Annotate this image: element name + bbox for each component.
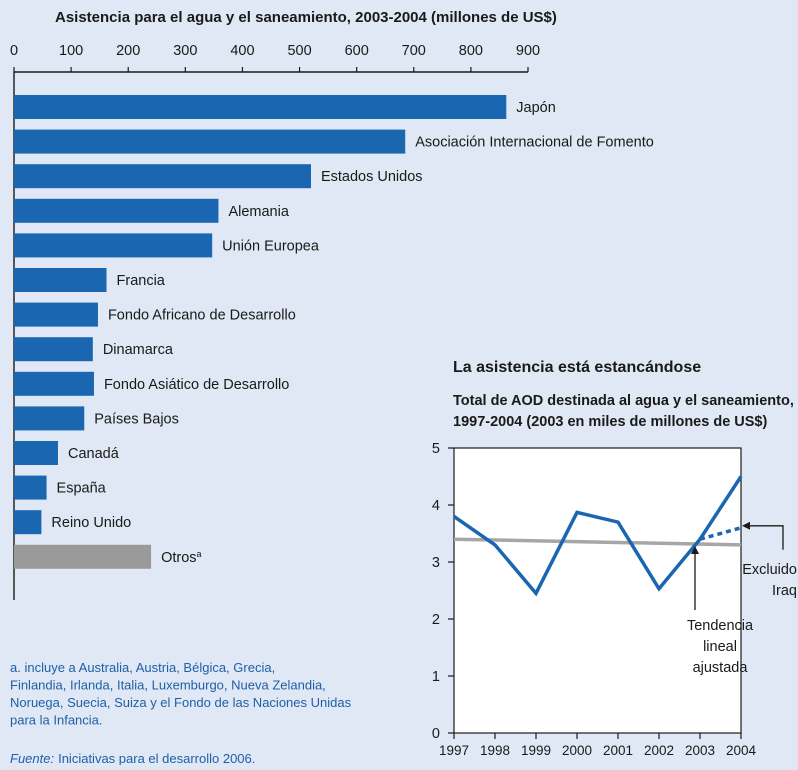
bar-category-label: Reino Unido [51, 515, 131, 531]
footnote-line: Finlandia, Irlanda, Italia, Luxemburgo, … [10, 678, 326, 693]
bar-x-tick-label: 800 [459, 43, 483, 59]
bar-category-text: Unión Europea [222, 238, 320, 254]
trend-annotation: lineal [703, 639, 737, 655]
bar-x-tick-label: 300 [173, 43, 197, 59]
line-x-tick-label: 2002 [644, 743, 674, 758]
line-y-tick-label: 2 [432, 612, 440, 628]
bar [14, 302, 98, 327]
trend-arrowhead [691, 545, 699, 554]
bar [14, 544, 152, 569]
excluding-iraq-leader [747, 525, 784, 550]
bar-category-text: Reino Unido [51, 515, 131, 531]
line-x-tick-label: 1997 [439, 743, 469, 758]
bar-category-label: Alemania [228, 204, 289, 220]
bar [14, 233, 213, 258]
bar-category-text: Estados Unidos [321, 169, 423, 185]
line-chart: La asistencia está estancándose Total de… [432, 359, 797, 758]
bar-category-label: España [57, 481, 107, 497]
bar-category-label: Países Bajos [94, 411, 179, 427]
bar-x-tick-label: 600 [345, 43, 369, 59]
excluding-iraq-annotation: Excluido [742, 562, 797, 578]
line-x-tick-label: 2001 [603, 743, 633, 758]
bar-x-tick-label: 900 [516, 43, 540, 59]
bar-chart-title: Asistencia para el agua y el saneamiento… [55, 9, 557, 26]
trend-annotation: Tendencia [687, 618, 754, 634]
bar-category-label: Fondo Africano de Desarrollo [108, 308, 296, 324]
aod-series-line [453, 475, 743, 597]
line-y-tick-label: 1 [432, 669, 440, 685]
bar [14, 95, 507, 119]
bar [14, 475, 47, 500]
bar-category-text: Dinamarca [103, 342, 174, 358]
bar [14, 371, 94, 396]
line-chart-title-line: 1997-2004 (2003 en miles de millones de … [453, 414, 767, 430]
line-x-tick-label: 1998 [480, 743, 510, 758]
bar-category-text: Países Bajos [94, 411, 179, 427]
line-chart-heading: La asistencia está estancándose [453, 359, 701, 376]
bar-category-text: Fondo Asiático de Desarrollo [104, 377, 289, 393]
bar-category-text: Canadá [68, 446, 120, 462]
bar-category-text: Asociación Internacional de Fomento [415, 135, 654, 151]
line-y-tick-label: 5 [432, 441, 440, 457]
excluding-iraq-arrowhead [742, 521, 750, 530]
line-x-tick-label: 2003 [685, 743, 715, 758]
notes: a. incluye a Australia, Austria, Bélgica… [10, 660, 352, 766]
bar-category-label: Dinamarca [103, 342, 174, 358]
bar [14, 129, 406, 154]
line-x-tick-label: 2004 [726, 743, 757, 758]
trend-line [453, 537, 742, 547]
bar-category-label: Japón [516, 100, 556, 116]
bar [14, 268, 107, 292]
bar [14, 406, 85, 431]
bar-category-text: Alemania [228, 204, 289, 220]
excluding-iraq-series-line [699, 526, 742, 541]
bar-category-label: Canadá [68, 446, 120, 462]
bar-category-label: Francia [117, 273, 166, 289]
line-plot-area [453, 447, 742, 734]
bar-category-text: Japón [516, 100, 556, 116]
line-y-tick-label: 4 [432, 498, 440, 514]
bar-x-tick-label: 400 [230, 43, 254, 59]
trend-annotation: ajustada [693, 660, 749, 676]
bar-category-label: Fondo Asiático de Desarrollo [104, 377, 289, 393]
footnote: a. incluye a Australia, Austria, Bélgica… [10, 660, 352, 728]
line-y-tick-label: 0 [432, 726, 440, 742]
source-note: Fuente: Iniciativas para el desarrollo 20… [10, 751, 255, 765]
footnote-line: Noruega, Suecia, Suiza y el Fondo de las… [10, 695, 352, 710]
footnote-line: a. incluye a Australia, Austria, Bélgica… [10, 660, 275, 675]
bar [14, 337, 93, 362]
bar-category-label: Asociación Internacional de Fomento [415, 135, 654, 151]
source-text: Iniciativas para el desarrollo 2006. [58, 751, 255, 765]
bar-category-label: Unión Europea [222, 238, 320, 254]
bar-x-tick-label: 0 [10, 43, 18, 59]
line-chart-title-line: Total de AOD destinada al agua y el sane… [453, 393, 794, 409]
bar-x-tick-label: 200 [116, 43, 140, 59]
bar-x-tick-label: 500 [287, 43, 311, 59]
excluding-iraq-annotation: Iraq [772, 583, 797, 599]
bar-x-tick-label: 100 [59, 43, 83, 59]
bar-category-superscript: a [197, 549, 202, 559]
bar-chart: Asistencia para el agua y el saneamiento… [10, 9, 654, 600]
line-x-tick-label: 2000 [562, 743, 592, 758]
bar [14, 510, 42, 535]
bar-category-text: Fondo Africano de Desarrollo [108, 308, 296, 324]
bar [14, 441, 58, 465]
bar-category-label: Otrosa [161, 549, 201, 566]
footnote-line: para la Infancia. [10, 713, 103, 728]
line-y-tick-label: 3 [432, 555, 440, 571]
bar [14, 198, 219, 223]
bar-category-text: Francia [117, 273, 166, 289]
line-x-tick-label: 1999 [521, 743, 551, 758]
line-chart-title: Total de AOD destinada al agua y el sane… [453, 393, 794, 430]
source-label: Fuente: [10, 751, 54, 765]
bar-x-tick-label: 700 [402, 43, 426, 59]
bar-category-text: Otros [161, 550, 196, 566]
bar [14, 164, 311, 189]
bar-category-text: España [57, 481, 107, 497]
bar-category-label: Estados Unidos [321, 169, 423, 185]
